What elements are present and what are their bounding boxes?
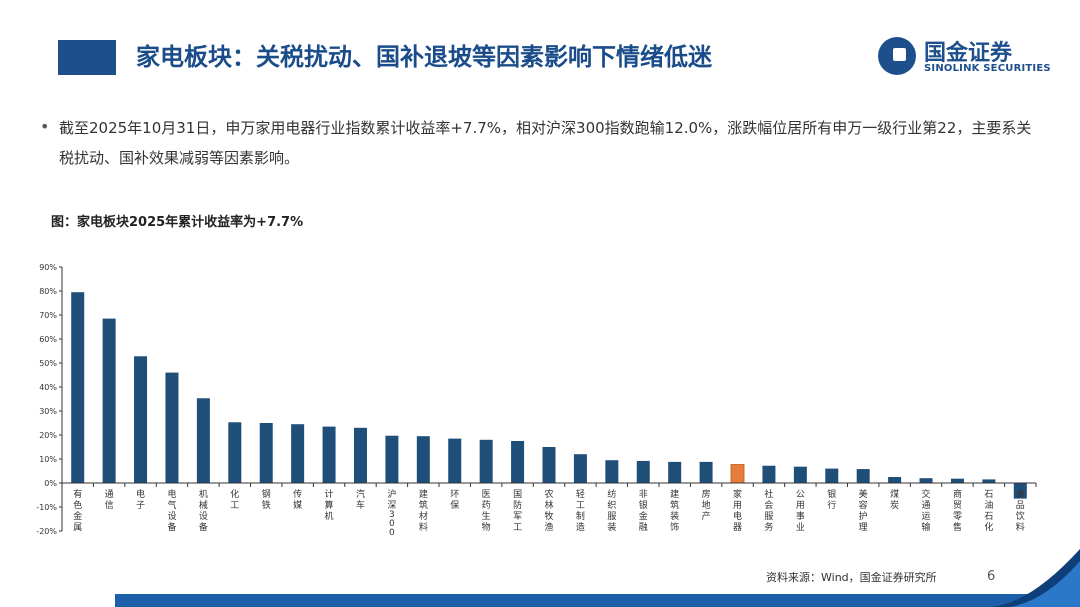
bar bbox=[1013, 483, 1027, 499]
x-category-label: 家用电器 bbox=[733, 488, 742, 533]
x-category-label: 商贸零售 bbox=[953, 488, 962, 533]
bar bbox=[165, 372, 179, 483]
x-category-label: 银行 bbox=[827, 488, 836, 511]
x-category-label: 电气设备 bbox=[167, 488, 176, 533]
bar bbox=[259, 423, 273, 483]
x-category-label: 石油石化 bbox=[984, 490, 993, 533]
bar bbox=[950, 478, 964, 483]
bar bbox=[573, 454, 587, 483]
bar bbox=[196, 398, 210, 483]
bar bbox=[385, 435, 399, 483]
corner-decoration bbox=[990, 549, 1080, 607]
summary-text: 截至2025年10月31日，申万家用电器行业指数累计收益率+7.7%，相对沪深3… bbox=[59, 119, 1032, 167]
y-tick-label: 80% bbox=[39, 287, 57, 296]
y-tick-label: 60% bbox=[39, 335, 57, 344]
bar bbox=[636, 460, 650, 483]
x-category-label: 农林牧渔 bbox=[544, 488, 553, 533]
x-category-label: 汽车 bbox=[356, 488, 365, 511]
bar bbox=[479, 439, 493, 483]
bar bbox=[668, 461, 682, 483]
x-category-label: 交通运输 bbox=[922, 488, 931, 533]
x-category-label: 化工 bbox=[230, 488, 239, 511]
bar-highlight bbox=[730, 464, 745, 484]
bar bbox=[228, 422, 242, 483]
bar bbox=[416, 436, 430, 483]
bar bbox=[71, 292, 85, 483]
bar bbox=[762, 465, 776, 483]
source-note: 资料来源：Wind，国金证券研究所 bbox=[766, 571, 937, 584]
x-category-label: 传媒 bbox=[293, 488, 302, 511]
x-category-label: 轻工制造 bbox=[576, 488, 585, 533]
company-logo: 国金证券 SINOLINK SECURITIES bbox=[878, 37, 1068, 79]
footer-band bbox=[115, 594, 1080, 607]
x-category-label: 电子 bbox=[136, 488, 145, 511]
logo-chinese-name: 国金证券 bbox=[924, 41, 1013, 66]
y-tick-label: 90% bbox=[39, 263, 57, 272]
page-title: 家电板块：关税扰动、国补退坡等因素影响下情绪低迷 bbox=[136, 43, 712, 71]
x-category-label: 纺织服装 bbox=[607, 488, 616, 533]
x-category-label: 有色金属 bbox=[73, 488, 82, 533]
x-category-label: 医药生物 bbox=[482, 489, 491, 533]
x-category-label: 国防军工 bbox=[513, 489, 522, 533]
x-category-label: 建筑装饰 bbox=[670, 488, 679, 533]
y-tick-label: 50% bbox=[39, 359, 57, 368]
y-tick-label: 0% bbox=[44, 479, 57, 488]
x-category-label: 通信 bbox=[105, 489, 114, 511]
bar bbox=[825, 468, 839, 483]
x-category-label: 社会服务 bbox=[764, 488, 773, 533]
x-category-label: 房地产 bbox=[702, 488, 711, 522]
bar bbox=[511, 441, 525, 483]
x-category-label: 环保 bbox=[450, 489, 459, 511]
logo-mark-icon bbox=[878, 37, 916, 75]
y-tick-label: 40% bbox=[39, 383, 57, 392]
bar bbox=[322, 426, 336, 483]
chart-title: 图：家电板块2025年累计收益率为+7.7% bbox=[51, 215, 304, 230]
bar bbox=[448, 438, 462, 483]
x-category-label: 钢铁 bbox=[262, 488, 271, 511]
bar bbox=[605, 460, 619, 483]
y-tick-label: -10% bbox=[36, 503, 57, 512]
bar bbox=[793, 466, 807, 483]
x-category-label: 沪深 3 0 0 bbox=[387, 488, 396, 538]
bar bbox=[699, 461, 713, 483]
logo-english-name: SINOLINK SECURITIES bbox=[924, 63, 1051, 74]
y-tick-label: 30% bbox=[39, 407, 57, 416]
x-category-label: 计算机 bbox=[325, 488, 334, 522]
x-category-label: 美容护理 bbox=[859, 488, 868, 533]
y-tick-label: 10% bbox=[39, 455, 57, 464]
bar bbox=[102, 318, 116, 483]
x-category-label: 建筑材料 bbox=[419, 488, 428, 533]
bar bbox=[982, 479, 996, 483]
bar bbox=[291, 424, 305, 483]
x-category-label: 非银金融 bbox=[639, 488, 648, 533]
title-accent-bar bbox=[58, 40, 116, 75]
bar bbox=[353, 427, 367, 483]
page-number: 6 bbox=[987, 569, 996, 584]
bar bbox=[919, 478, 933, 483]
x-category-label: 机械设备 bbox=[199, 488, 208, 533]
y-tick-label: 20% bbox=[39, 431, 57, 440]
bullet-dot-icon: • bbox=[40, 117, 50, 136]
x-category-label: 煤炭 bbox=[890, 488, 899, 511]
bar bbox=[134, 356, 148, 483]
bar bbox=[542, 447, 556, 483]
bar bbox=[856, 469, 870, 483]
y-tick-label: 70% bbox=[39, 311, 57, 320]
x-category-label: 公用事业 bbox=[796, 489, 805, 533]
y-tick-label: -20% bbox=[36, 527, 57, 536]
bar bbox=[888, 477, 902, 483]
x-category-label: 食品饮料 bbox=[1016, 488, 1025, 533]
